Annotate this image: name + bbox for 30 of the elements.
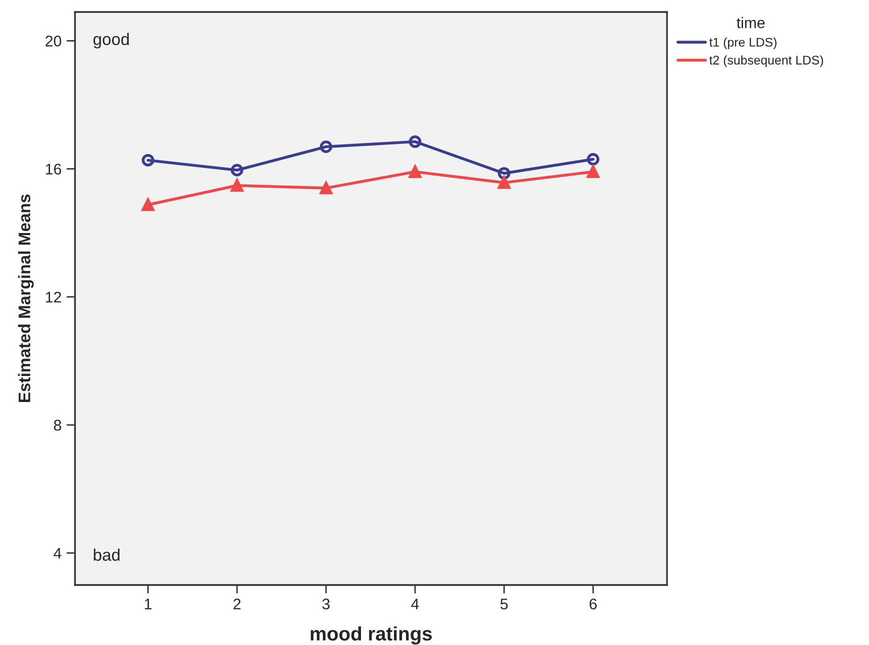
y-axis-title: Estimated Marginal Means <box>18 194 34 402</box>
y-tick-label: 4 <box>54 548 62 559</box>
x-tick-label: 6 <box>590 598 597 610</box>
point <box>408 135 422 148</box>
point <box>230 164 244 176</box>
y-tick-label: 16 <box>46 164 62 175</box>
y-tick-label: 12 <box>46 292 62 302</box>
point <box>498 176 510 189</box>
x-tick-label: 2 <box>234 598 241 610</box>
point <box>320 182 332 194</box>
x-tick-label: 5 <box>500 598 508 610</box>
x-tick-label: 1 <box>144 598 152 610</box>
x-tick-label: 3 <box>322 598 330 610</box>
point <box>586 165 600 178</box>
point <box>142 198 154 211</box>
point <box>586 153 600 166</box>
legend-title: time <box>736 17 765 28</box>
x-tick-label: 4 <box>411 598 419 610</box>
point <box>320 140 332 154</box>
legend-label: t1 (pre LDS) <box>709 37 776 50</box>
annotation: bad <box>94 548 120 561</box>
legend-label: t2 (subsequent LDS) <box>709 55 824 68</box>
point <box>142 154 154 166</box>
point <box>498 167 510 180</box>
annotation: good <box>93 32 129 48</box>
y-tick-label: 20 <box>46 36 62 46</box>
x-axis-title: mood ratings <box>310 626 432 645</box>
point <box>408 165 422 178</box>
point <box>230 179 244 192</box>
y-tick-label: 8 <box>54 420 62 431</box>
